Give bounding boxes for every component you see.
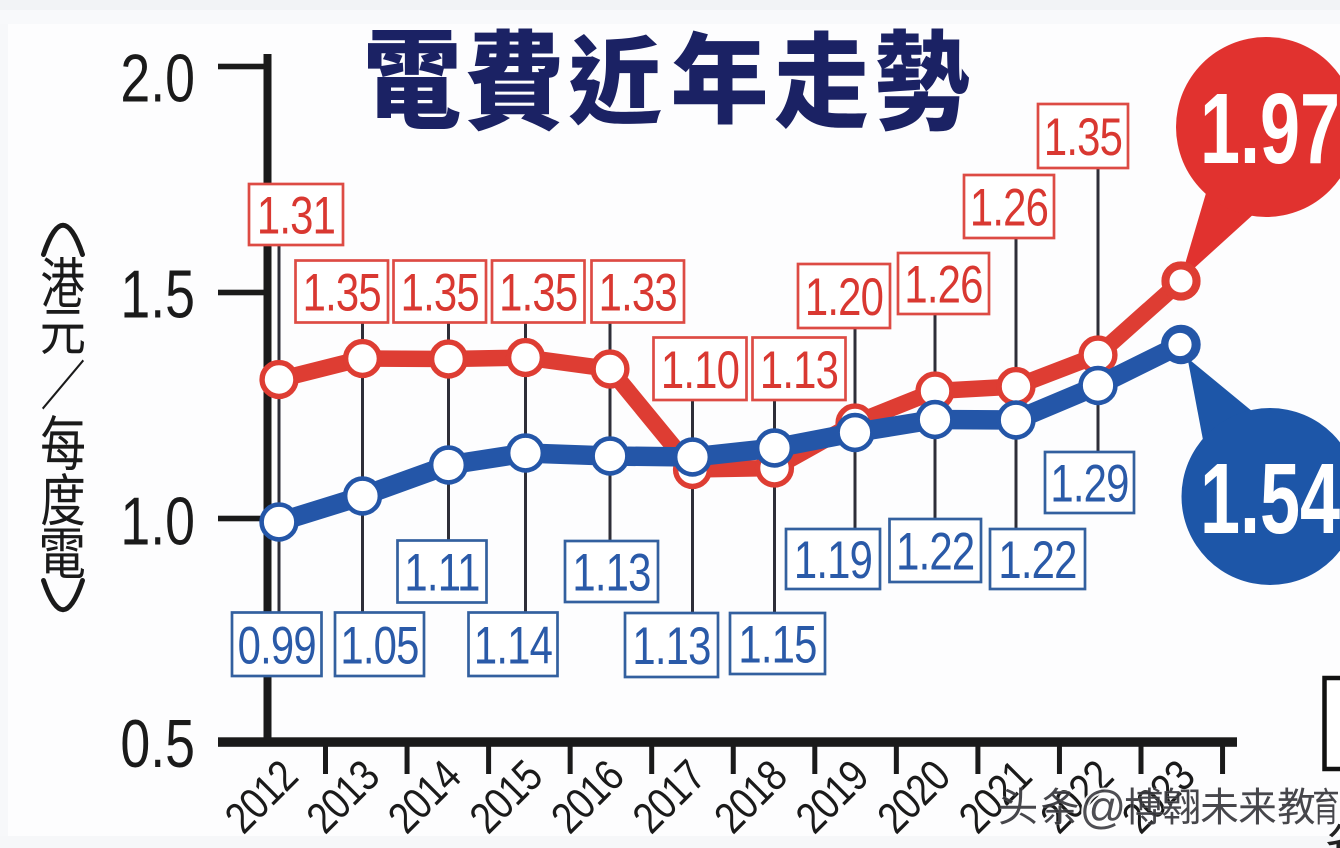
svg-text:1.22: 1.22: [896, 523, 974, 582]
svg-text:1.26: 1.26: [904, 256, 982, 315]
svg-text:1.13: 1.13: [760, 341, 838, 400]
svg-text:0.99: 0.99: [238, 617, 316, 676]
svg-text:1.31: 1.31: [257, 187, 335, 246]
svg-text:1.05: 1.05: [340, 617, 418, 676]
svg-text:2012: 2012: [215, 751, 306, 842]
svg-text:1.35: 1.35: [401, 264, 479, 323]
svg-text:2018: 2018: [705, 751, 796, 842]
svg-text:@: @: [1080, 781, 1127, 833]
svg-text:@: @: [1080, 781, 1127, 833]
svg-text:1.54: 1.54: [1200, 443, 1340, 554]
svg-text:1.13: 1.13: [632, 617, 710, 676]
svg-text:1.97: 1.97: [1200, 73, 1340, 184]
svg-text:1.33: 1.33: [599, 264, 677, 323]
svg-text:2019: 2019: [786, 751, 877, 842]
svg-text:2021: 2021: [949, 751, 1040, 842]
svg-text:1.19: 1.19: [794, 531, 872, 590]
svg-text:1.35: 1.35: [1044, 108, 1122, 167]
svg-text:2017: 2017: [623, 751, 714, 842]
svg-text:2020: 2020: [868, 751, 960, 843]
svg-text:1.22: 1.22: [998, 531, 1076, 590]
svg-text:1.14: 1.14: [474, 617, 553, 676]
svg-text:2014: 2014: [378, 751, 470, 843]
svg-text:1.20: 1.20: [805, 268, 883, 327]
svg-text:2015: 2015: [460, 751, 551, 842]
svg-text:1.15: 1.15: [738, 616, 816, 675]
svg-text:1.5: 1.5: [120, 256, 195, 331]
svg-text:1.29: 1.29: [1050, 455, 1128, 514]
svg-text:1.13: 1.13: [572, 544, 650, 603]
svg-text:0.5: 0.5: [120, 706, 195, 781]
svg-text:1.0: 1.0: [120, 483, 195, 558]
svg-text:2016: 2016: [541, 751, 632, 842]
svg-text:1.26: 1.26: [970, 179, 1048, 238]
svg-text:2013: 2013: [297, 751, 388, 842]
svg-text:1.35: 1.35: [303, 264, 381, 323]
svg-text:1.35: 1.35: [499, 264, 577, 323]
svg-text:1.10: 1.10: [661, 341, 739, 400]
svg-text:1.11: 1.11: [404, 544, 479, 603]
svg-text:2.0: 2.0: [120, 40, 195, 115]
